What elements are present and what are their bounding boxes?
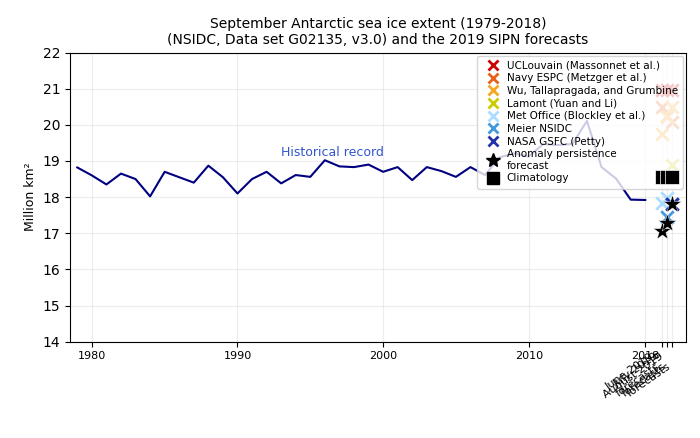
Point [666, 119, 678, 126]
Point [666, 86, 678, 93]
Point [666, 103, 678, 110]
Y-axis label: Million km²: Million km² [24, 163, 37, 231]
Point [662, 219, 673, 226]
Point [657, 174, 668, 181]
Legend: UCLouvain (Massonnet et al.), Navy ESPC (Metzger et al.), Wu, Tallapragada, and : UCLouvain (Massonnet et al.), Navy ESPC … [477, 56, 683, 188]
Point [657, 200, 668, 207]
Point [657, 227, 668, 234]
Title: September Antarctic sea ice extent (1979-2018)
(NSIDC, Data set G02135, v3.0) an: September Antarctic sea ice extent (1979… [167, 17, 589, 47]
Point [657, 104, 668, 111]
Text: Historical record: Historical record [281, 145, 384, 159]
Point [657, 86, 668, 93]
Point [662, 213, 673, 220]
Point [666, 201, 678, 208]
Point [662, 112, 673, 119]
Point [666, 174, 678, 181]
Point [666, 200, 678, 207]
Point [662, 86, 673, 93]
Point [662, 194, 673, 201]
Point [662, 113, 673, 120]
Point [666, 161, 678, 168]
Point [666, 200, 678, 207]
Point [662, 174, 673, 181]
Point [657, 131, 668, 138]
